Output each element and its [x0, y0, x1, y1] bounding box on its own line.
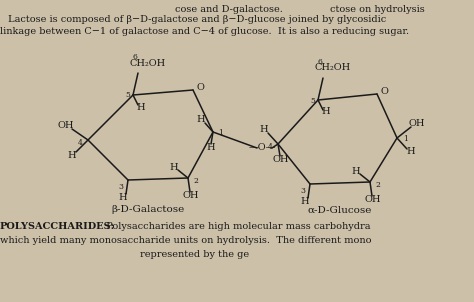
Text: OH: OH: [273, 156, 289, 165]
Text: OH: OH: [58, 121, 74, 130]
Text: 4: 4: [78, 139, 82, 147]
Text: which yield many monosaccharide units on hydrolysis.  The different mono: which yield many monosaccharide units on…: [0, 236, 372, 245]
Text: 3: 3: [301, 187, 306, 195]
Text: 3: 3: [118, 183, 124, 191]
Text: H: H: [352, 168, 360, 176]
Text: represented by the ge: represented by the ge: [140, 250, 249, 259]
Text: H: H: [118, 194, 128, 203]
Text: H: H: [260, 126, 268, 134]
Text: cose and D-galactose.: cose and D-galactose.: [175, 5, 283, 14]
Text: O: O: [196, 82, 204, 92]
Text: 2: 2: [375, 181, 381, 189]
Text: H: H: [197, 115, 205, 124]
Text: 5: 5: [310, 97, 315, 105]
Text: OH: OH: [409, 120, 425, 128]
Text: ctose on hydrolysis: ctose on hydrolysis: [330, 5, 425, 14]
Text: Polysaccharides are high molecular mass carbohydra: Polysaccharides are high molecular mass …: [103, 222, 371, 231]
Text: α-D-Glucose: α-D-Glucose: [308, 205, 372, 214]
Text: 6: 6: [318, 58, 322, 66]
Text: 5: 5: [126, 91, 130, 99]
Text: 2: 2: [193, 177, 199, 185]
Text: O: O: [380, 86, 388, 95]
Text: POLYSACCHARIDES:: POLYSACCHARIDES:: [0, 222, 115, 231]
Text: H: H: [137, 102, 146, 111]
Text: H: H: [301, 198, 310, 207]
Text: OH: OH: [183, 191, 199, 201]
Text: CH₂OH: CH₂OH: [315, 63, 351, 72]
Text: H: H: [322, 108, 330, 117]
Text: 1: 1: [403, 135, 409, 143]
Text: H: H: [407, 147, 415, 156]
Text: —O—: —O—: [248, 143, 276, 153]
Text: H: H: [207, 143, 215, 153]
Text: H: H: [170, 163, 178, 172]
Text: β-D-Galactose: β-D-Galactose: [111, 205, 185, 214]
Text: H: H: [68, 152, 76, 160]
Text: 1: 1: [219, 129, 223, 137]
Text: OH: OH: [365, 195, 381, 204]
Text: Lactose is composed of β−D-galactose and β−D-glucose joined by glycosidic: Lactose is composed of β−D-galactose and…: [8, 15, 386, 24]
Text: CH₂OH: CH₂OH: [130, 59, 166, 68]
Text: 4: 4: [267, 143, 273, 151]
Text: 6: 6: [133, 53, 137, 61]
Text: linkage between C−1 of galactose and C−4 of glucose.  It is also a reducing suga: linkage between C−1 of galactose and C−4…: [0, 27, 409, 36]
